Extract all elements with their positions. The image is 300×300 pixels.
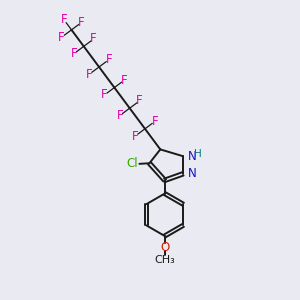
Text: N: N	[188, 150, 197, 163]
Text: F: F	[58, 31, 65, 44]
Text: F: F	[121, 74, 128, 87]
Text: CH₃: CH₃	[154, 254, 175, 265]
Text: O: O	[160, 241, 169, 254]
Text: F: F	[86, 68, 92, 81]
Text: F: F	[106, 53, 112, 66]
Text: Cl: Cl	[127, 157, 138, 170]
Text: F: F	[152, 115, 158, 128]
Text: F: F	[116, 109, 123, 122]
Text: N: N	[188, 167, 197, 180]
Text: F: F	[132, 130, 138, 143]
Text: F: F	[70, 47, 77, 60]
Text: F: F	[136, 94, 143, 107]
Text: F: F	[78, 16, 85, 29]
Text: H: H	[194, 149, 202, 159]
Text: F: F	[90, 32, 97, 46]
Text: F: F	[101, 88, 108, 101]
Text: F: F	[61, 14, 68, 26]
